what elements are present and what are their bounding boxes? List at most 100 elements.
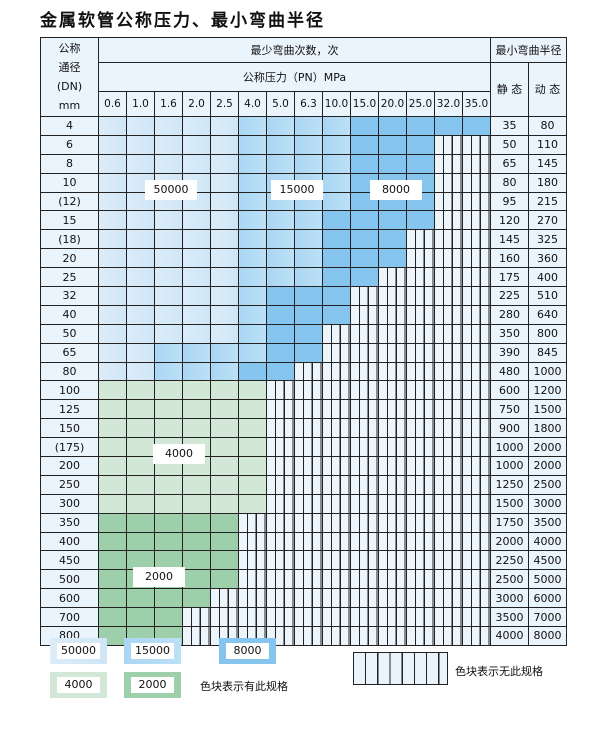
no-spec-cell: [406, 531, 435, 552]
table-row: 125 750 1500: [40, 399, 567, 420]
spec-cell-15000: [182, 361, 211, 382]
static-radius-cell: 4000: [490, 626, 529, 646]
radius-header: 最小弯曲半径: [490, 37, 567, 63]
no-spec-cell: [434, 588, 463, 609]
no-spec-cell: [406, 569, 435, 590]
table-row: 80 480 1000: [40, 361, 567, 382]
spec-cell-4000: [238, 399, 267, 420]
table-row: 25 175 400: [40, 267, 567, 288]
table-row: 300 1500 3000: [40, 493, 567, 514]
dynamic-radius-cell: 180: [528, 172, 567, 193]
spec-cell-15000: [322, 116, 351, 136]
spec-cell-50000: [98, 361, 127, 382]
dn-cell: 25: [40, 267, 99, 288]
pressure-column-header: 1.6: [154, 91, 183, 117]
no-spec-cell: [406, 399, 435, 420]
dynamic-radius-cell: 4000: [528, 531, 567, 552]
spec-cell-2000: [210, 569, 239, 590]
dn-header-line: mm: [58, 99, 81, 112]
no-spec-cell: [322, 588, 351, 609]
dynamic-radius-cell: 6000: [528, 588, 567, 609]
no-spec-cell: [462, 493, 491, 514]
no-spec-cell: [294, 569, 323, 590]
no-spec-cell: [462, 267, 491, 288]
static-radius-cell: 2500: [490, 569, 529, 590]
spec-cell-50000: [182, 286, 211, 306]
no-spec-cell: [322, 550, 351, 571]
spec-cell-15000: [266, 248, 295, 269]
table-row: 450 2250 4500: [40, 550, 567, 571]
no-spec-cell: [378, 380, 407, 401]
spec-cell-50000: [126, 361, 155, 382]
no-spec-cell: [378, 493, 407, 514]
no-spec-cell: [266, 550, 295, 571]
dn-cell: (175): [40, 437, 99, 458]
table-row: 600 3000 6000: [40, 588, 567, 609]
cycles-header: 最少弯曲次数，次: [98, 37, 491, 63]
spec-cell-15000: [238, 304, 267, 325]
spec-cell-50000: [182, 116, 211, 136]
static-radius-cell: 2000: [490, 531, 529, 552]
spec-cell-15000: [322, 134, 351, 155]
spec-cell-4000: [210, 399, 239, 420]
legend-has-spec-text: 色块表示有此规格: [200, 680, 288, 693]
pressure-column-header: 1.0: [126, 91, 155, 117]
no-spec-cell: [322, 607, 351, 628]
table-row: 800 4000 8000: [40, 626, 567, 646]
spec-cell-50000: [154, 153, 183, 174]
dynamic-radius-cell: 800: [528, 323, 567, 344]
static-radius-cell: 900: [490, 418, 529, 439]
dn-cell: 4: [40, 116, 99, 136]
static-radius-cell: 350: [490, 323, 529, 344]
no-spec-cell: [322, 512, 351, 533]
pressure-column-header: 0.6: [98, 91, 127, 117]
no-spec-cell: [350, 474, 379, 495]
no-spec-cell: [182, 607, 211, 628]
static-radius-cell: 145: [490, 229, 529, 250]
spec-cell-8000: [378, 116, 407, 136]
spec-cell-4000: [182, 399, 211, 420]
spec-cell-2000: [98, 550, 127, 571]
spec-cell-50000: [126, 248, 155, 269]
dn-cell: 6: [40, 134, 99, 155]
no-spec-cell: [266, 531, 295, 552]
spec-cell-50000: [182, 304, 211, 325]
no-spec-cell: [406, 626, 435, 646]
spec-cell-50000: [126, 286, 155, 306]
no-spec-cell: [462, 550, 491, 571]
no-spec-cell: [434, 134, 463, 155]
spec-cell-50000: [98, 304, 127, 325]
spec-cell-8000: [294, 286, 323, 306]
static-radius-cell: 3000: [490, 588, 529, 609]
spec-cell-4000: [238, 493, 267, 514]
no-spec-cell: [350, 380, 379, 401]
no-spec-cell: [378, 437, 407, 458]
spec-cell-15000: [266, 153, 295, 174]
dn-cell: 450: [40, 550, 99, 571]
spec-cell-2000: [210, 550, 239, 571]
no-spec-cell: [266, 418, 295, 439]
no-spec-cell: [434, 569, 463, 590]
spec-cell-15000: [210, 361, 239, 382]
spec-cell-4000: [154, 493, 183, 514]
no-spec-cell: [462, 588, 491, 609]
spec-cell-15000: [238, 248, 267, 269]
no-spec-cell: [434, 418, 463, 439]
spec-cell-15000: [238, 267, 267, 288]
no-spec-cell: [350, 493, 379, 514]
spec-cell-15000: [322, 172, 351, 193]
spec-cell-2000: [126, 607, 155, 628]
no-spec-cell: [350, 323, 379, 344]
no-spec-cell: [406, 474, 435, 495]
spec-cell-50000: [210, 191, 239, 212]
no-spec-cell: [294, 493, 323, 514]
zone-label-8000: 8000: [370, 180, 422, 200]
no-spec-cell: [434, 399, 463, 420]
no-spec-cell: [210, 607, 239, 628]
dn-cell: 250: [40, 474, 99, 495]
dn-cell: 20: [40, 248, 99, 269]
spec-cell-2000: [210, 531, 239, 552]
no-spec-cell: [406, 304, 435, 325]
no-spec-cell: [406, 550, 435, 571]
pressure-column-header: 2.5: [210, 91, 239, 117]
